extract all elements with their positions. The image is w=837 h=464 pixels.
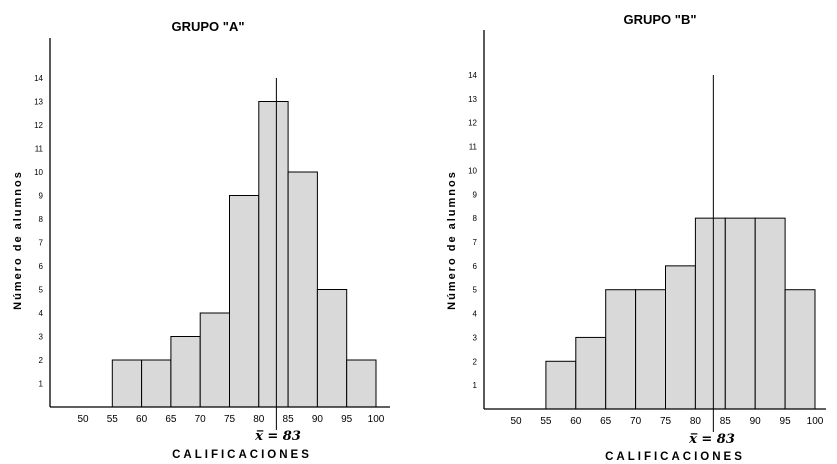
x-tick-label: 55 — [540, 416, 552, 427]
histogram-bar — [346, 359, 377, 408]
y-axis-label: Número de alumnos — [12, 170, 24, 310]
y-tick-label: 9 — [473, 190, 478, 199]
x-tick-label: 100 — [368, 414, 385, 425]
y-tick-label: 5 — [473, 286, 478, 295]
y-axis-label: Número de alumnos — [446, 170, 458, 310]
y-tick-label: 3 — [473, 333, 478, 342]
x-tick-label: 75 — [224, 414, 236, 425]
y-tick-label: 14 — [34, 74, 43, 83]
y-tick-label: 1 — [39, 380, 44, 389]
x-tick-label: 50 — [510, 416, 522, 427]
x-tick-label: 65 — [600, 416, 612, 427]
y-tick-label: 12 — [468, 119, 477, 128]
histogram-bar — [170, 336, 201, 408]
x-tick-label: 85 — [283, 414, 295, 425]
x-tick-label: 80 — [690, 416, 702, 427]
x-tick-label: 90 — [312, 414, 324, 425]
y-tick-label: 14 — [468, 71, 477, 80]
x-tick-label: 70 — [630, 416, 642, 427]
chart-title: GRUPO "A" — [172, 19, 245, 34]
x-tick-label: 95 — [780, 416, 792, 427]
histogram-bar — [635, 289, 666, 410]
x-tick-label: 95 — [341, 414, 353, 425]
y-tick-label: 9 — [39, 192, 44, 201]
histogram-bar — [258, 101, 289, 408]
x-tick-label: 55 — [107, 414, 119, 425]
x-tick-label: 85 — [720, 416, 732, 427]
x-tick-label: 75 — [660, 416, 672, 427]
x-tick-label: 80 — [253, 414, 265, 425]
y-tick-label: 2 — [39, 356, 44, 365]
histogram-bar — [754, 217, 786, 410]
x-tick-label: 65 — [165, 414, 177, 425]
y-tick-label: 12 — [34, 121, 43, 130]
x-axis-label: CALIFICACIONES — [605, 451, 745, 463]
y-tick-label: 4 — [39, 309, 44, 318]
y-tick-label: 4 — [473, 310, 478, 319]
x-tick-label: 100 — [807, 416, 824, 427]
y-tick-label: 13 — [34, 98, 43, 107]
histogram-bar — [141, 359, 172, 408]
histogram-bar — [545, 360, 577, 410]
x-tick-label: 90 — [750, 416, 762, 427]
y-tick-label: 6 — [39, 262, 44, 271]
mean-label: x̅ = 83 — [254, 429, 301, 444]
x-tick-label: 60 — [570, 416, 582, 427]
histogram-bar — [724, 217, 756, 410]
y-tick-label: 11 — [469, 143, 478, 152]
y-tick-label: 1 — [473, 381, 478, 390]
histogram-bar — [316, 289, 348, 408]
mean-label: x̅ = 83 — [688, 432, 735, 447]
y-tick-label: 11 — [35, 145, 44, 154]
histogram-bar — [199, 312, 230, 408]
histogram-bar — [111, 359, 143, 408]
histogram-bar — [694, 217, 726, 410]
histogram-bar — [229, 195, 260, 408]
y-tick-label: 2 — [473, 357, 478, 366]
x-tick-label: 50 — [77, 414, 89, 425]
y-tick-label: 7 — [39, 239, 44, 248]
x-axis-label: CALIFICACIONES — [172, 449, 312, 461]
chart-title: GRUPO "B" — [624, 12, 697, 27]
histogram-bar — [287, 171, 318, 408]
y-tick-label: 10 — [468, 166, 477, 175]
histogram-bar — [605, 289, 637, 410]
histogram-bar — [575, 336, 607, 410]
x-tick-label: 70 — [195, 414, 207, 425]
y-tick-label: 5 — [39, 286, 44, 295]
y-tick-label: 6 — [473, 262, 478, 271]
x-tick-label: 60 — [136, 414, 148, 425]
y-tick-label: 8 — [473, 214, 478, 223]
y-tick-label: 13 — [468, 95, 477, 104]
histogram-bar — [665, 265, 696, 410]
y-tick-label: 3 — [39, 333, 44, 342]
y-tick-label: 8 — [39, 215, 44, 224]
y-tick-label: 7 — [473, 238, 478, 247]
y-tick-label: 10 — [34, 168, 43, 177]
histogram-bar — [784, 289, 816, 410]
